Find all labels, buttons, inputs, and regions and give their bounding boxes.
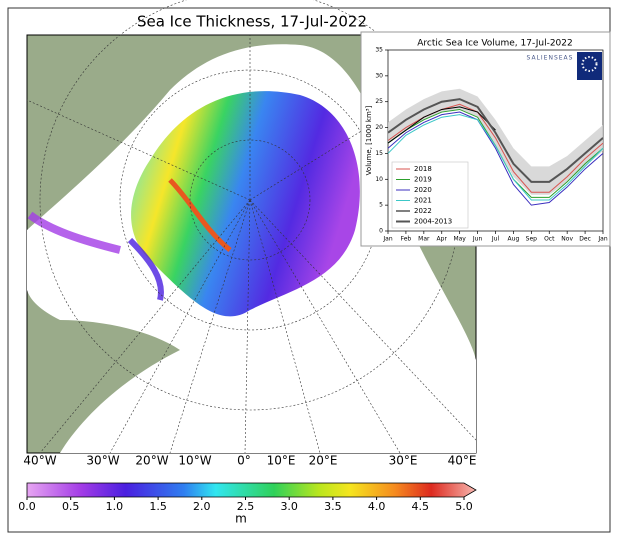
- colorbar-tick-label: 0.0: [18, 500, 36, 513]
- x-tick-label: May: [453, 236, 466, 243]
- x-tick-label: Dec: [579, 236, 591, 243]
- y-tick-label: 20: [375, 124, 383, 131]
- map-title: Sea Ice Thickness, 17-Jul-2022: [137, 13, 367, 31]
- y-tick-label: 25: [375, 98, 383, 105]
- colorbar-tick-label: 3.0: [280, 500, 298, 513]
- legend-label: 2020: [414, 186, 432, 194]
- legend-label: 2019: [414, 176, 432, 184]
- logo-text: SALIENSEAS: [527, 55, 574, 62]
- lon-label: 0°: [237, 454, 251, 468]
- colorbar-tick-label: 4.5: [412, 500, 430, 513]
- lon-label: 40°W: [23, 454, 56, 468]
- inset-chart: Arctic Sea Ice Volume, 17-Jul-2022 SALIEN…: [365, 39, 608, 243]
- lon-label: 10°W: [178, 454, 211, 468]
- lon-label: 40°E: [448, 454, 477, 468]
- colorbar-tick-label: 5.0: [455, 500, 473, 513]
- lon-label: 20°W: [135, 454, 168, 468]
- colorbar: m 0.0 0.5 1.0 1.5 2.0 2.5 3.0 3.5 4.0 4.5 5.0: [18, 482, 477, 526]
- legend-box: [391, 161, 469, 229]
- legend-label: 2021: [414, 197, 432, 205]
- lon-label: 30°W: [86, 454, 119, 468]
- y-tick-label: 15: [375, 150, 383, 157]
- series-line: [387, 111, 604, 206]
- colorbar-tick-label: 2.0: [193, 500, 211, 513]
- colorbar-tick-label: 1.5: [149, 500, 167, 513]
- series-line: [387, 106, 496, 144]
- frame: [7, 7, 611, 533]
- colorbar-label: m: [235, 512, 247, 526]
- series-line: [387, 98, 604, 183]
- colorbar-tick-label: 3.5: [324, 500, 342, 513]
- legend-label: 2022: [414, 207, 432, 215]
- x-tick-label: Aug: [508, 236, 520, 243]
- range-band: [388, 88, 603, 195]
- inset-title: Arctic Sea Ice Volume, 17-Jul-2022: [417, 39, 572, 49]
- lon-label: 30°E: [389, 454, 418, 468]
- legend-label: 2018: [414, 165, 432, 173]
- y-tick-label: 10: [375, 176, 383, 183]
- x-tick-label: Oct: [544, 236, 555, 243]
- x-tick-label: Apr: [437, 236, 448, 243]
- y-tick-label: 5: [379, 202, 383, 209]
- x-tick-label: Mar: [418, 236, 430, 243]
- x-tick-label: Jan: [597, 236, 607, 243]
- lon-label: 20°E: [309, 454, 338, 468]
- longitude-labels: 40°W 30°W 20°W 10°W 0° 10°E 20°E 30°E 40°E: [23, 454, 476, 468]
- lon-label: 10°E: [267, 454, 296, 468]
- colorbar-tick-label: 2.5: [237, 500, 255, 513]
- series-line: [387, 114, 604, 201]
- x-tick-label: Nov: [561, 236, 573, 243]
- legend-label: 2004-2013: [414, 218, 452, 226]
- y-axis-label: Volume, [1000 km³]: [365, 105, 373, 175]
- y-tick-label: 0: [379, 228, 383, 235]
- y-tick-label: 30: [375, 72, 383, 79]
- x-tick-label: Feb: [401, 236, 412, 243]
- colorbar-tick-label: 1.0: [106, 500, 124, 513]
- colorbar-tick-label: 4.0: [368, 500, 386, 513]
- x-tick-label: Jun: [472, 236, 483, 243]
- y-tick-label: 35: [375, 47, 383, 54]
- x-tick-label: Jan: [382, 236, 392, 243]
- x-tick-label: Sep: [526, 236, 538, 243]
- x-tick-label: Jul: [491, 236, 500, 243]
- colorbar-tick-label: 0.5: [62, 500, 80, 513]
